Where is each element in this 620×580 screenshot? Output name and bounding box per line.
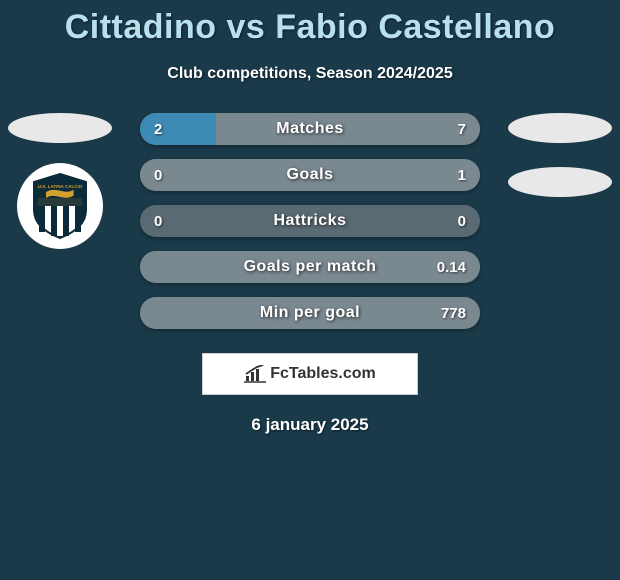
stat-label: Hattricks bbox=[274, 212, 347, 230]
stat-label: Goals per match bbox=[244, 258, 377, 276]
content-area: U.S. LATINA CALCIO 27Matches01Go bbox=[0, 113, 620, 435]
stat-bar: 0.14 Goals per match bbox=[140, 251, 480, 283]
player-oval-left bbox=[8, 113, 112, 143]
stat-value-right: 1 bbox=[458, 167, 466, 184]
stat-bar: 778 Min per goal bbox=[140, 297, 480, 329]
stat-label: Goals bbox=[287, 166, 334, 184]
bar-fill-right bbox=[216, 113, 480, 145]
player-oval-right-2 bbox=[508, 167, 612, 197]
stat-label: Matches bbox=[276, 120, 344, 138]
stat-bar: 2 7 Matches bbox=[140, 113, 480, 145]
stat-value-right: 778 bbox=[441, 305, 466, 322]
stat-label: Min per goal bbox=[260, 304, 360, 322]
page-title: Cittadino vs Fabio Castellano bbox=[0, 0, 620, 47]
svg-text:U.S. LATINA CALCIO: U.S. LATINA CALCIO bbox=[38, 184, 83, 189]
subtitle: Club competitions, Season 2024/2025 bbox=[0, 65, 620, 83]
right-column bbox=[508, 113, 612, 197]
stat-value-left: 2 bbox=[154, 121, 162, 138]
player-oval-right-1 bbox=[508, 113, 612, 143]
bar-fill-left bbox=[140, 113, 216, 145]
stat-bar: 0 1 Goals bbox=[140, 159, 480, 191]
stat-value-left: 0 bbox=[154, 213, 162, 230]
shield-icon: U.S. LATINA CALCIO bbox=[30, 172, 90, 240]
stat-value-left: 0 bbox=[154, 167, 162, 184]
club-badge-left: U.S. LATINA CALCIO bbox=[17, 163, 103, 249]
stat-bar: 0 0 Hattricks bbox=[140, 205, 480, 237]
chart-icon bbox=[244, 365, 266, 383]
stat-value-right: 0.14 bbox=[437, 259, 466, 276]
stat-value-right: 0 bbox=[458, 213, 466, 230]
left-column: U.S. LATINA CALCIO bbox=[8, 113, 112, 249]
brand-box: FcTables.com bbox=[202, 353, 418, 395]
date-text: 6 january 2025 bbox=[0, 415, 620, 435]
brand-text: FcTables.com bbox=[270, 365, 376, 383]
stat-value-right: 7 bbox=[458, 121, 466, 138]
